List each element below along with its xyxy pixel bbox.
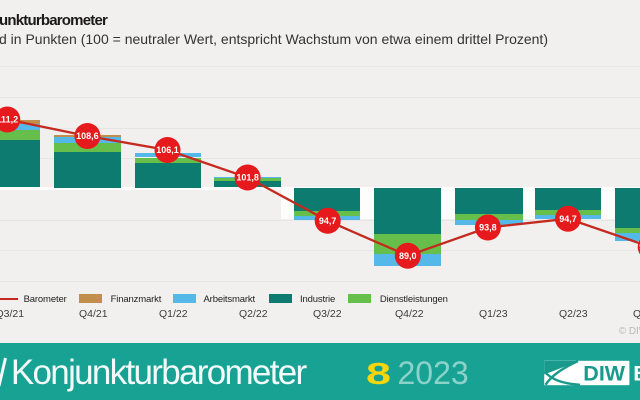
svg-text:Berlin: Berlin — [633, 362, 640, 386]
svg-text:108,6: 108,6 — [76, 131, 99, 141]
svg-text:106,1: 106,1 — [156, 145, 179, 155]
svg-text:101,8: 101,8 — [236, 173, 259, 183]
svg-text:93,8: 93,8 — [479, 223, 497, 233]
svg-text:94,7: 94,7 — [319, 216, 337, 226]
svg-text:89,0: 89,0 — [399, 251, 417, 261]
svg-text:DIW: DIW — [583, 362, 626, 386]
svg-text:111,2: 111,2 — [0, 115, 18, 125]
svg-text:94,7: 94,7 — [559, 214, 577, 224]
